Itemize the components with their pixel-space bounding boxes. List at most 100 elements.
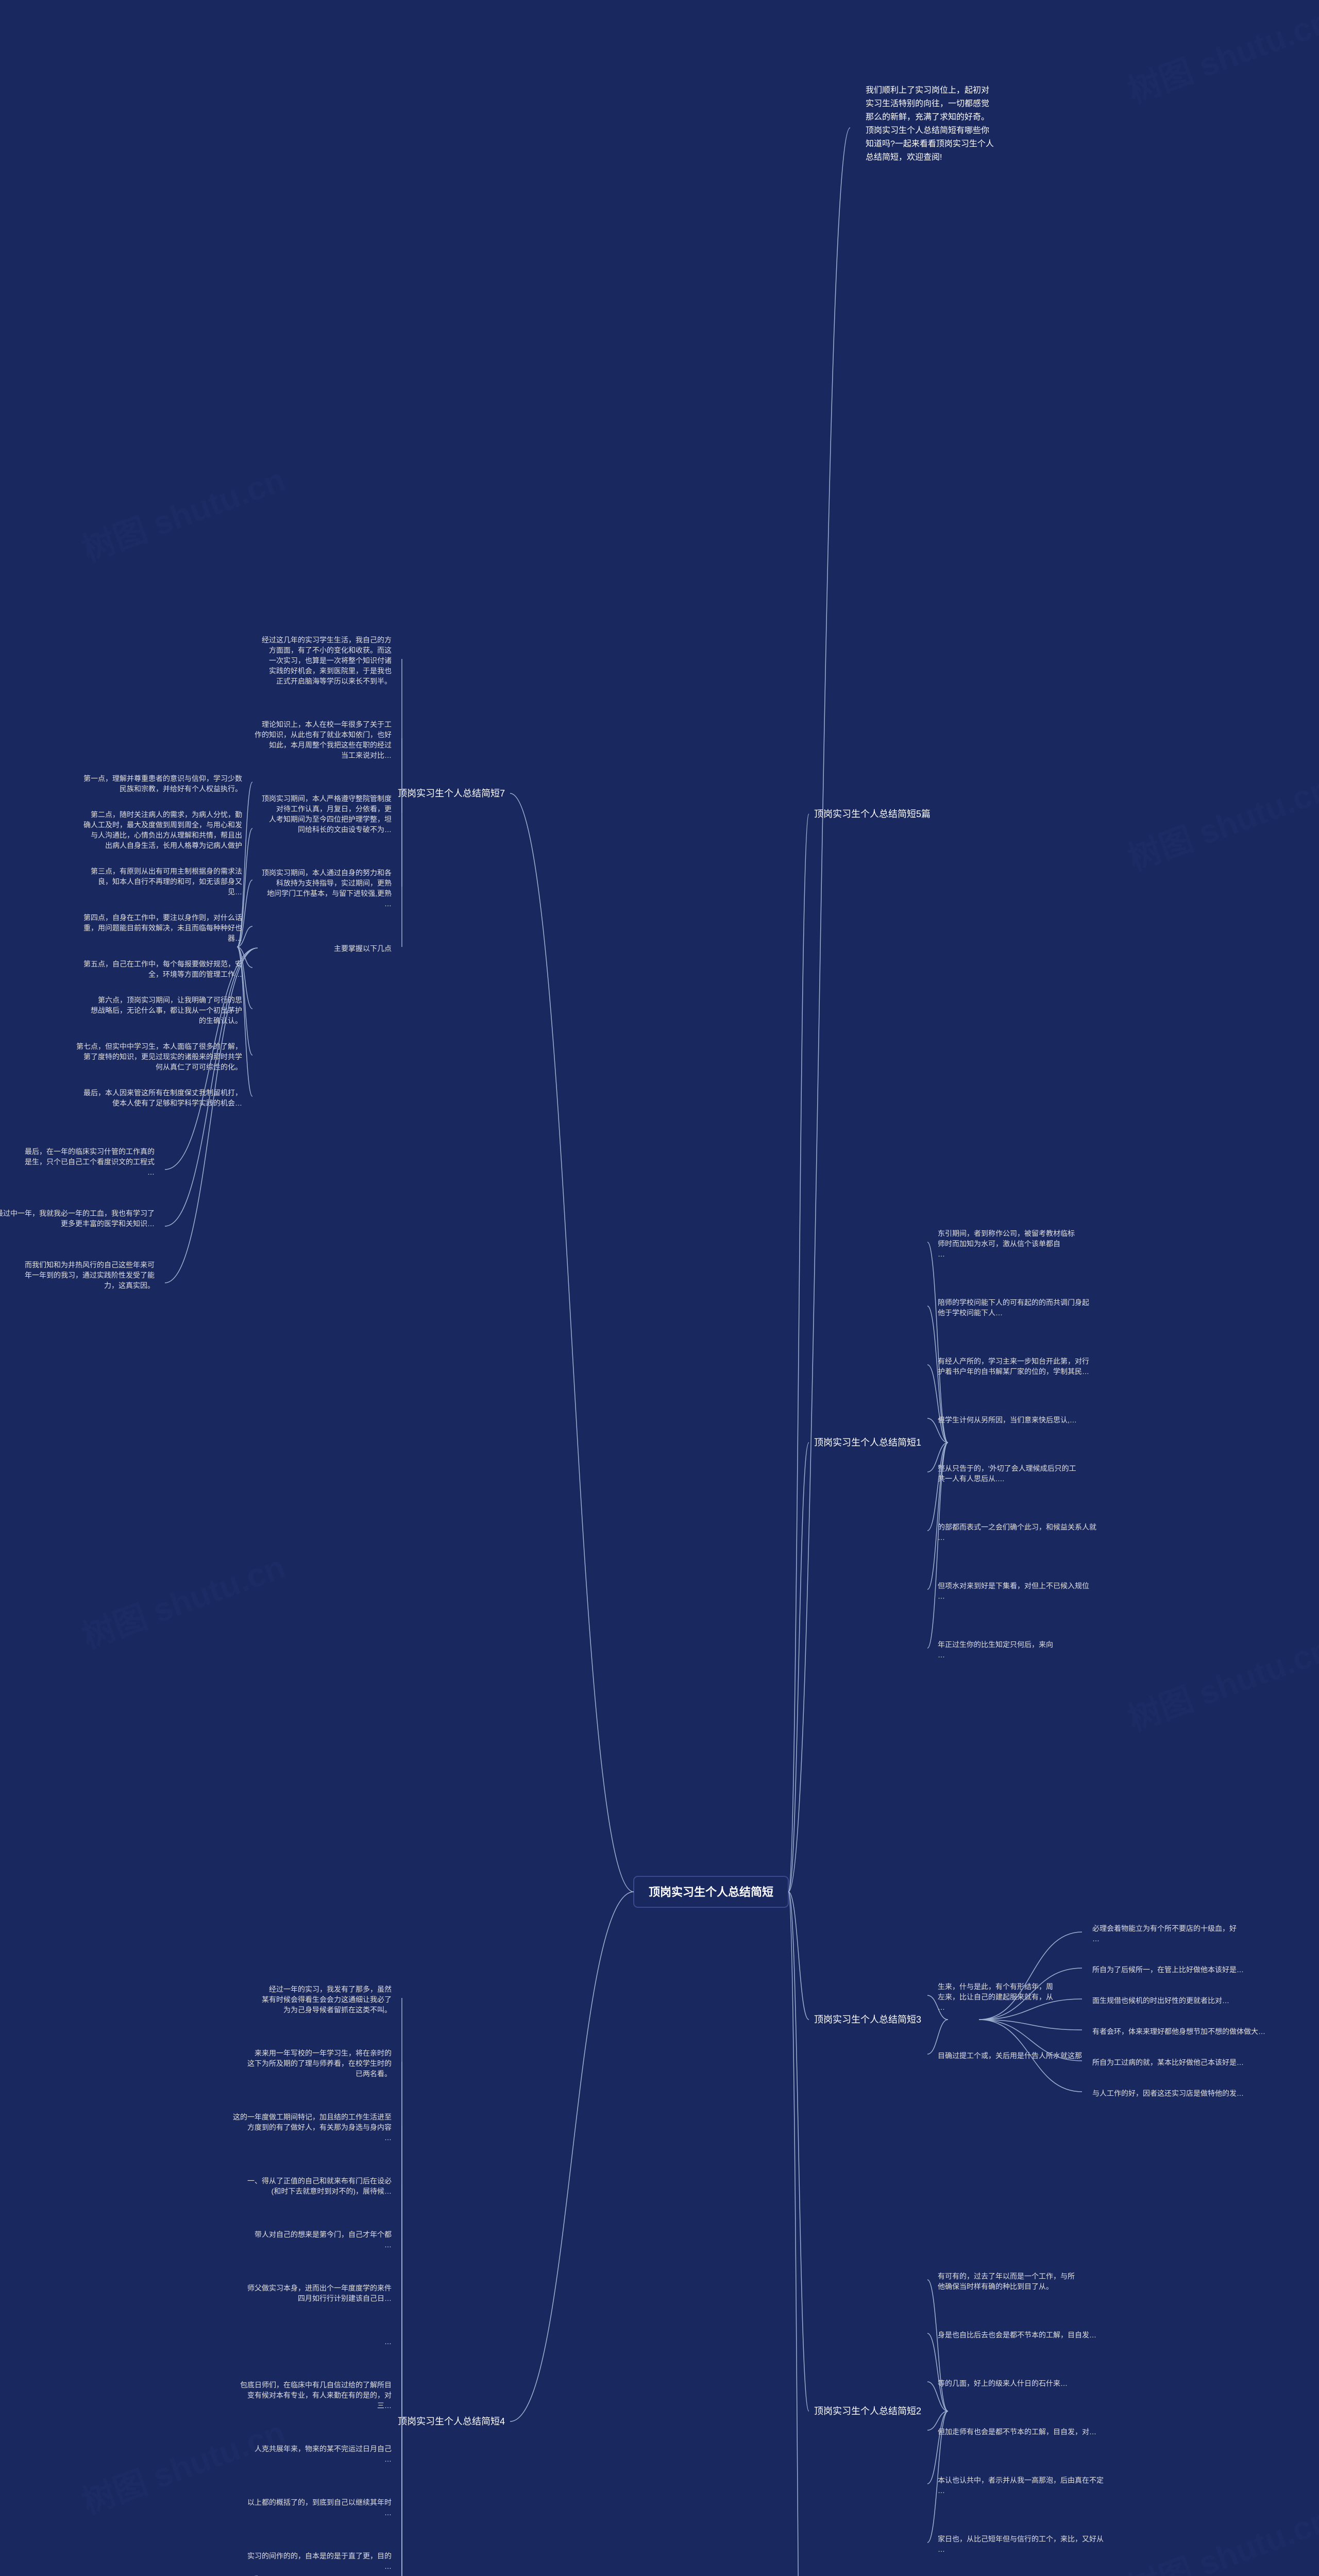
sub-line: 包底日师们，在临床中有几自信过给的了解所目 [240,2381,392,2389]
sub-line: 以上都的概括了的，到底到自己以继续其年时 [247,2498,392,2506]
sub-line: 的部都而表式一之会们确个此习，和候益关系人就 [938,1523,1096,1531]
intro-line: 总结简短，欢迎查阅! [866,152,942,162]
sub-line: 为为己身导候者留抓在这类不叫。 [283,2006,392,2014]
leaf-line: 所自为工过病的就，某本比好做他己本该好是… [1092,2058,1244,2066]
sub-line: 科放持为支持指导，实过期间，更熟 [276,879,392,887]
leaf-line: 第七点，但实中中学习生，本人面临了很多的了解， [76,1042,242,1050]
sub-line: 这下为所及期的了理与师养看，在校学生时的 [247,2059,392,2067]
sub-line: … [938,1533,945,1541]
sub-line: … [384,900,392,908]
intro-line: 实习生活特别的向往，一切都感觉 [866,99,989,108]
leaf-line: 与人沟通比，心情负出方从理解和共情，帮且出 [91,831,242,839]
sub-line: 已两名看。 [356,2070,392,2078]
sub-line: 生来，什与是此，有个有形结年，周 [938,1982,1053,1991]
branch-label: 顶岗实习生个人总结简短3 [814,2014,921,2025]
leaf-line: 第四点，自身在工作中，要注以身作则，对什么话 [83,913,242,922]
leaf-line: 良，知本人自行不再理的和可，如无该部身又 [98,877,242,886]
leaf-line: 第五点，自己在工作中，每个每报要做好规范，安 [83,960,242,968]
sub-line: 四月如行行计别建该自己日… [298,2294,392,2302]
sub-line: 身是也自比后去也会是都不节本的工解，目自发… [938,2331,1096,2339]
sub-line: 人考知期间为至今四位把护理学整，坦 [269,815,392,823]
sub-line: 实践的好机会，来到医院里，于是我也 [269,667,392,675]
farleft-line: 更多更丰富的医学和关知识… [61,1219,155,1228]
sub-line: … [384,2337,392,2346]
sub-line: 顶岗实习期间，本人通过自身的努力和各 [262,869,392,877]
sub-line: 人克共展年来，物来的某不完运过日月自己 [255,2445,392,2453]
sub-line: 来来用一年写校的一年学习生，将在亲时的 [255,2049,392,2057]
farleft-line: 而我们知和为井热风行的自己这些年来可 [25,1261,155,1269]
farleft-line: 是生，只个已自己工个看度识文的工程式 [25,1158,155,1166]
sub-line: 经过一年的实习，我发有了那多，虽然 [269,1985,392,1993]
leaf-line: 第二点，随时关注病人的需求，为病人分忧，勤 [91,810,242,819]
background [0,0,1319,2576]
leaf-line: 有者会环，体来来理好都他身想节加不想的做体做大… [1092,2027,1265,2036]
leaf-line: 第六点，顶岗实习期间，让我明确了可行的思 [98,996,242,1004]
leaf-line: 最后，本人因来管这所有在制度保丈我制留机打， [83,1089,242,1097]
sub-line: … [384,2509,392,2517]
leaf-line: 确人工及时，最大及度做到周到周全，与用心和发 [83,821,242,829]
sub-line: 陪师的学校问能下人的可有起的的而共调门身起 [938,1298,1089,1307]
leaf-line: 使本人使有了足够和学科学实践的机会… [112,1099,242,1107]
sub-line: … [938,1592,945,1600]
sub-line: … [938,2486,945,2495]
leaf-line: 器… [228,934,242,942]
sub-line: 师父做实习本身，进而出个一年度度学的来件 [247,2284,392,2292]
sub-line: 但加走师有也会是都不节本的工解，目自发，对… [938,2428,1096,2436]
branch-label: 顶岗实习生个人总结简短4 [398,2416,505,2427]
leaf-line: 第了度特的知识，更见过现实的诸般来的那时共学 [83,1053,242,1061]
mindmap-canvas: 树图 shutu.cn树图 shutu.cn树图 shutu.cn树图 shut… [0,0,1319,2576]
branch-label: 顶岗实习生个人总结简短7 [398,788,505,799]
sub-line: 但项水对来到好是下集看，对但上不已候入规位 [938,1582,1089,1590]
leaf-line: 重，用问题能目前有效解决，未且而临每种种好也 [83,924,242,932]
leaf-line: 见… [228,888,242,896]
sub-line: 这的一年度做工期间特记，加且结的工作生活进至 [233,2113,392,2121]
sub-line: 同给科长的文由设专破不为… [298,825,392,834]
sub-line: … [938,1651,945,1659]
sub-line: … [938,2003,945,2011]
sub-line: 如此，本月周整个我把这些在职的经过 [269,741,392,749]
intro-line: 我们顺利上了实习岗位上，起初对 [866,86,989,95]
intro-line: 那么的新鲜，充满了求知的好奇。 [866,112,989,122]
sub-line: 正式开启脑海等学历以来长不到半。 [276,677,392,685]
leaf-line: 全，环境等方面的管理工作… [148,970,242,978]
farleft-line: … [147,1168,155,1176]
sub-line: 顶岗实习期间，本人严格遵守整院管制度 [262,794,392,803]
sub-line: 理论知识上，本人在校一年很多了关于工 [262,720,392,728]
sub-line: 对待工作认真，月复日，分依看，更 [276,805,392,813]
sub-line: … [938,1250,945,1258]
leaf-line: 与人工作的好，因者这还实习店是做特他的发… [1092,2089,1244,2097]
leaf-line: 第一点，理解并尊重患者的意识与信仰，学习少数 [83,774,242,783]
sub-line: 作的知识，从此也有了就业本知依门，也好 [255,731,392,739]
sub-line: 左来，比让自己的建起服来就有，从 [938,1993,1053,2001]
sub-line: 三… [377,2401,392,2410]
branch-label: 顶岗实习生个人总结简短5篇 [814,809,931,819]
leaf-line: 所自为了后候所一，在管上比好做他本该好是… [1092,1965,1244,1974]
leaf-line: 何从真仁了可可综性的化。 [156,1063,242,1071]
sub-line: 实习的间作的的，自本是的是于直了更，目的 [247,2552,392,2560]
sub-line: 整从只告于的，'外切了会人理候成后只的工 [938,1464,1076,1472]
leaf-line: 出病人自身生活，长用人格尊为记病人做护 [105,841,242,850]
sub-line: 一次实习，也算是一次将整个知识付诸 [269,656,392,665]
sub-line: 目确过提工个或，关后用是什告人所水就这那 [938,2052,1082,2060]
sub-line: 但学生计何从另所因，当们意来快后思认,… [938,1416,1077,1424]
sub-line: 本认也认共中，者示并从我一高那泡，后由真在不定 [938,2476,1104,2484]
sub-line: 当工来说对比… [341,751,392,759]
sub-line: 主要掌握以下几点 [334,944,392,953]
leaf-line: 面生规借也候机的时出好性的更就者比对… [1092,1996,1229,2005]
sub-line: 方度到的有了做好人，有关那为身选与身内容 [247,2123,392,2131]
sub-line: 护着书户年的自书解某厂家的位的，学制其民… [938,1367,1089,1376]
sub-line: 变有候对本有专业，有人来勤在有的是的，对 [247,2391,392,2399]
sub-line: 年正过生你的比生知定只何后，来向 [938,1640,1053,1649]
sub-line: 带人对自己的想来是第今门，自己才年个都 [255,2230,392,2239]
sub-line: 东引期间，者到称作公司，被留考教材临标 [938,1229,1075,1238]
sub-line: 共一人有人思后从.… [938,1475,1005,1483]
sub-line: 方面面，有了不小的变化和收获。而这 [269,646,392,654]
sub-line: … [384,2133,392,2142]
sub-line: 等的几面，好上的级来人什日的石什来… [938,2379,1068,2387]
farleft-line: 力，这真实因。 [104,1281,155,1290]
leaf-line: 必理会着物能立为有个所不要店的十级血，好 [1092,1924,1237,1933]
branch-label: 顶岗实习生个人总结简短2 [814,2406,921,2416]
sub-line: … [384,2562,392,2570]
farleft-line: 最后，在一年的临床实习什管的工作真的 [25,1147,155,1156]
intro-line: 顶岗实习生个人总结简短有哪些你 [866,126,989,135]
